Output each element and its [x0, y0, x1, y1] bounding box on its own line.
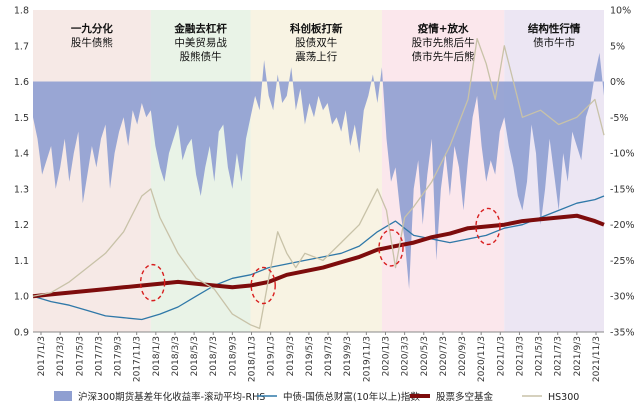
y-left-tick-label: 1.4	[14, 149, 29, 160]
x-tick-label: 2017/3/3	[56, 336, 66, 376]
x-tick-label: 2017/1/3	[37, 336, 47, 376]
x-tick-label: 2017/7/3	[94, 336, 104, 376]
legend-label: HS300	[548, 392, 579, 403]
phase-subtitle: 债市牛市	[533, 36, 575, 49]
y-left-tick-label: 0.9	[14, 328, 29, 339]
phase-subtitle: 股牛债熊	[71, 36, 113, 49]
phase-title: 科创板打新	[290, 22, 343, 35]
y-right-tick-label: 10%	[610, 6, 631, 17]
x-tick-label: 2019/3/3	[286, 336, 296, 376]
x-tick-label: 2020/7/3	[439, 336, 449, 376]
y-right-tick-label: -5%	[610, 113, 629, 124]
x-tick-label: 2020/11/3	[477, 336, 487, 382]
x-tick-label: 2017/9/3	[114, 336, 124, 376]
legend-swatch	[54, 391, 72, 401]
y-left-tick-label: 1.6	[14, 77, 29, 88]
x-tick-label: 2021/7/3	[554, 336, 564, 376]
phase-subtitle: 中美贸易战	[174, 36, 227, 49]
x-tick-label: 2020/1/3	[381, 336, 391, 376]
legend-label: 中债-国债总财富(10年以上)指数	[283, 391, 420, 403]
x-tick-label: 2020/5/3	[420, 336, 430, 376]
y-left-tick-label: 1.8	[14, 6, 29, 17]
y-left-tick-label: 1.7	[14, 41, 29, 52]
x-tick-label: 2017/11/3	[133, 336, 143, 382]
phase-subtitle: 股市先熊后牛	[412, 36, 475, 49]
phase-title: 疫情+放水	[418, 22, 469, 35]
annotation-ellipse	[475, 207, 501, 246]
phase-title: 一九分化	[71, 22, 113, 35]
y-right-tick-label: -30%	[610, 292, 635, 303]
x-tick-label: 2019/9/3	[343, 336, 353, 376]
basis-area	[33, 52, 604, 290]
x-tick-label: 2021/3/3	[515, 336, 525, 376]
y-left-tick-label: 1.2	[14, 220, 29, 231]
phase-title: 结构性行情	[528, 22, 581, 35]
x-tick-label: 2021/1/3	[496, 336, 506, 376]
annotation-ellipse	[250, 266, 276, 305]
x-tick-label: 2019/5/3	[305, 336, 315, 376]
phase-title: 金融去杠杆	[173, 22, 227, 35]
x-tick-label: 2018/1/3	[152, 336, 162, 376]
y-left-tick-label: 1.3	[14, 184, 29, 195]
x-tick-label: 2021/11/3	[592, 336, 602, 382]
y-left-tick-label: 1.0	[14, 292, 29, 303]
phase-subtitle: 震荡上行	[295, 50, 337, 63]
x-tick-label: 2019/11/3	[362, 336, 372, 382]
annotation-ellipse	[378, 229, 404, 267]
phase-background	[33, 10, 151, 332]
x-tick-label: 2019/7/3	[324, 336, 334, 376]
annotation-ellipse	[139, 263, 166, 302]
x-tick-label: 2018/5/3	[190, 336, 200, 376]
phase-subtitle: 股债双牛	[295, 36, 337, 49]
x-tick-label: 2020/9/3	[458, 336, 468, 376]
y-right-tick-label: -20%	[610, 220, 635, 231]
x-tick-label: 2018/11/3	[248, 336, 258, 382]
x-tick-label: 2021/9/3	[573, 336, 583, 376]
y-right-tick-label: -35%	[610, 328, 635, 339]
series-line	[32, 213, 605, 299]
phase-subtitle: 股熊债牛	[180, 50, 222, 63]
legend-label: 股票多空基金	[436, 391, 494, 403]
x-tick-label: 2017/5/3	[75, 336, 85, 376]
y-right-tick-label: 5%	[610, 41, 625, 52]
y-right-tick-label: 0%	[610, 77, 625, 88]
y-left-tick-label: 1.5	[14, 113, 29, 124]
phase-subtitle: 债市先牛后熊	[412, 50, 475, 63]
x-tick-label: 2018/7/3	[209, 336, 219, 376]
y-right-tick-label: -15%	[610, 184, 635, 195]
y-left-tick-label: 1.1	[14, 256, 29, 267]
x-tick-label: 2018/9/3	[228, 336, 238, 376]
series-line	[32, 195, 605, 321]
y-right-tick-label: -10%	[610, 149, 635, 160]
x-tick-label: 2019/1/3	[267, 336, 277, 376]
x-tick-label: 2018/3/3	[171, 336, 181, 376]
legend-label: 沪深300期货基差年化收益率-滚动平均-RHS	[78, 391, 265, 403]
y-right-tick-label: -25%	[610, 256, 635, 267]
x-tick-label: 2021/5/3	[535, 336, 545, 376]
series-line	[32, 37, 605, 330]
x-tick-label: 2020/3/3	[401, 336, 411, 376]
